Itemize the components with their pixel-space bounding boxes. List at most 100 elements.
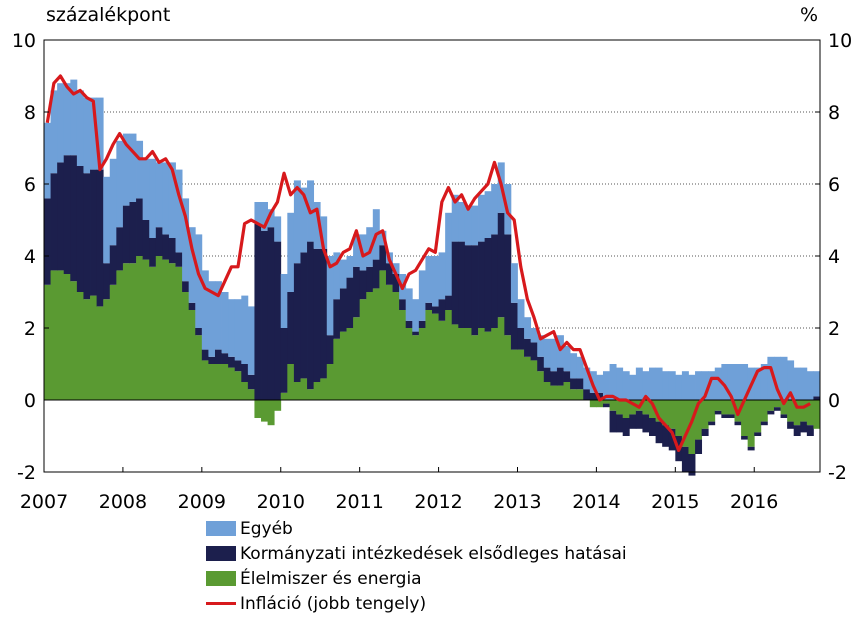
bar-segment <box>254 202 262 224</box>
bar-segment <box>201 360 209 400</box>
inflation-line-path <box>45 74 811 452</box>
bar-segment <box>399 299 407 310</box>
bar-segment <box>372 259 380 289</box>
legend-item-egyeb: Egyéb <box>206 516 627 541</box>
bar-segment <box>576 356 584 379</box>
bar-segment <box>96 169 104 307</box>
right-axis-title: % <box>800 4 819 26</box>
bar-segment <box>70 155 78 282</box>
bar-segment <box>76 292 84 400</box>
bar-segment <box>287 364 295 400</box>
bar-segment <box>353 266 361 318</box>
bar-segment <box>602 371 610 400</box>
bar-segment <box>800 400 808 422</box>
bar-segment <box>182 292 190 400</box>
bar-segment <box>280 328 288 393</box>
bar-segment <box>813 400 821 429</box>
bar-segment <box>412 331 420 336</box>
bar-segment <box>754 367 762 400</box>
y-tick-label-left: 10 <box>12 30 36 52</box>
bar-segment <box>504 335 512 400</box>
y-tick-label-right: -2 <box>828 462 847 484</box>
x-tick-label: 2012 <box>414 491 462 513</box>
bar-segment <box>760 421 768 426</box>
bar-segment <box>392 274 400 292</box>
bar-segment <box>451 241 459 325</box>
bar-segment <box>629 414 637 429</box>
bar-segment <box>787 400 795 422</box>
bar-segment <box>537 371 545 400</box>
left-axis-title: százalékpont <box>46 4 171 26</box>
bar-segment <box>734 364 742 400</box>
bar-segment <box>714 367 722 400</box>
bar-segment <box>234 299 242 361</box>
bar-segment <box>543 367 551 382</box>
bar-segment <box>313 202 321 249</box>
bar-segment <box>497 317 505 400</box>
legend-item-elelmiszer: Élelmiszer és energia <box>206 566 627 591</box>
bar-segment <box>668 428 676 451</box>
bar-segment <box>103 263 111 300</box>
bar-segment <box>642 371 650 400</box>
bar-segment <box>379 245 387 271</box>
bar-segment <box>556 385 564 400</box>
bar-segment <box>589 400 597 408</box>
bar-segment <box>576 378 584 390</box>
bar-segment <box>182 198 190 282</box>
bar-segment <box>405 320 413 328</box>
bar-segment <box>602 403 610 408</box>
bar-segment <box>629 400 637 415</box>
bar-segment <box>261 202 268 231</box>
bar-segment <box>484 191 492 238</box>
bar-segment <box>339 331 347 400</box>
bar-segment <box>708 371 716 400</box>
bar-segment <box>122 263 130 400</box>
bar-segment <box>300 252 308 379</box>
bar-segment <box>800 367 808 400</box>
bar-segment <box>432 306 439 314</box>
bar-segment <box>129 133 137 202</box>
bar-segment <box>175 169 183 253</box>
bar-segment <box>313 382 321 400</box>
bar-segment <box>701 428 709 436</box>
bar-segment <box>780 356 788 400</box>
bar-segment <box>320 216 328 249</box>
bar-segment <box>228 299 236 357</box>
tick-labels: -2 -2 0 0 2 2 4 4 6 6 8 8 10 10 2007 2008 2009 2010 2011 20… <box>12 30 852 513</box>
bar-segment <box>563 346 571 372</box>
bar-segment <box>221 364 229 400</box>
bar-segment <box>425 302 433 310</box>
bar-segment <box>655 421 663 444</box>
bar-segment <box>234 360 242 372</box>
bar-segment <box>517 299 525 328</box>
bar-segment <box>681 371 689 400</box>
bar-segment <box>662 400 670 426</box>
bar-segment <box>326 256 334 336</box>
x-tick-label: 2016 <box>730 491 778 513</box>
bar-segment <box>701 400 709 429</box>
bar-segment <box>90 97 98 170</box>
bar-segment <box>767 410 775 415</box>
bar-segment <box>188 302 196 310</box>
bar-segment <box>346 277 354 328</box>
bar-segment <box>445 212 453 296</box>
bar-segment <box>280 274 288 328</box>
bar-segment <box>175 266 183 400</box>
bar-segment <box>760 364 768 400</box>
bar-segment <box>708 421 716 426</box>
bar-segment <box>353 317 361 400</box>
bar-segment <box>63 274 71 400</box>
bar-segment <box>510 263 518 303</box>
bar-segment <box>530 342 538 361</box>
bar-segment <box>793 367 801 400</box>
bar-segment <box>57 83 65 163</box>
bar-segment <box>412 335 420 400</box>
bar-segment <box>149 238 157 267</box>
bar-segment <box>399 310 407 400</box>
bar-segment <box>464 245 472 328</box>
x-tick-label: 2010 <box>257 491 305 513</box>
bar-segment <box>155 256 163 400</box>
bar-segment <box>96 306 104 400</box>
bar-segment <box>793 400 801 426</box>
bar-segment <box>695 400 703 440</box>
